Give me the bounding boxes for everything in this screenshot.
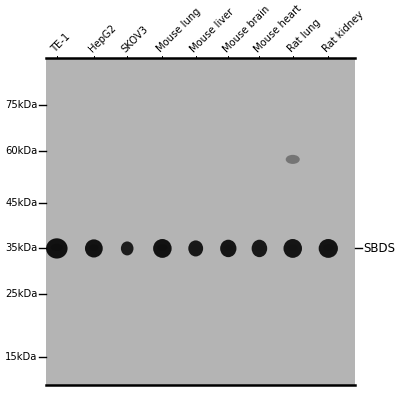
Text: 45kDa: 45kDa	[5, 198, 38, 208]
Text: Mouse brain: Mouse brain	[221, 4, 272, 54]
Ellipse shape	[51, 244, 63, 251]
Text: 35kDa: 35kDa	[5, 243, 38, 253]
Text: 75kDa: 75kDa	[5, 100, 38, 110]
Text: Mouse liver: Mouse liver	[189, 6, 236, 54]
Ellipse shape	[323, 244, 334, 251]
Bar	[46, 58, 355, 385]
Text: Mouse heart: Mouse heart	[252, 3, 303, 54]
Ellipse shape	[89, 244, 99, 251]
Ellipse shape	[46, 238, 68, 259]
Text: 60kDa: 60kDa	[5, 146, 38, 156]
Ellipse shape	[192, 245, 200, 250]
Ellipse shape	[153, 239, 172, 258]
Ellipse shape	[284, 239, 302, 258]
Text: SKOV3: SKOV3	[120, 24, 150, 54]
Ellipse shape	[121, 241, 134, 255]
Ellipse shape	[157, 244, 168, 251]
Ellipse shape	[252, 240, 267, 257]
Ellipse shape	[288, 244, 298, 251]
Ellipse shape	[286, 155, 300, 164]
Ellipse shape	[85, 239, 103, 257]
Text: 25kDa: 25kDa	[5, 289, 38, 299]
Ellipse shape	[220, 240, 236, 257]
Ellipse shape	[224, 244, 233, 251]
Text: HepG2: HepG2	[87, 23, 118, 54]
Ellipse shape	[188, 241, 203, 257]
Text: SBDS: SBDS	[363, 242, 395, 255]
Text: 15kDa: 15kDa	[5, 352, 38, 362]
Text: Rat kidney: Rat kidney	[321, 9, 366, 54]
Ellipse shape	[124, 245, 131, 250]
Text: Rat lung: Rat lung	[286, 17, 322, 54]
Ellipse shape	[319, 239, 338, 258]
Text: Mouse lung: Mouse lung	[155, 6, 203, 54]
Text: TE-1: TE-1	[50, 31, 72, 54]
Ellipse shape	[255, 244, 264, 251]
